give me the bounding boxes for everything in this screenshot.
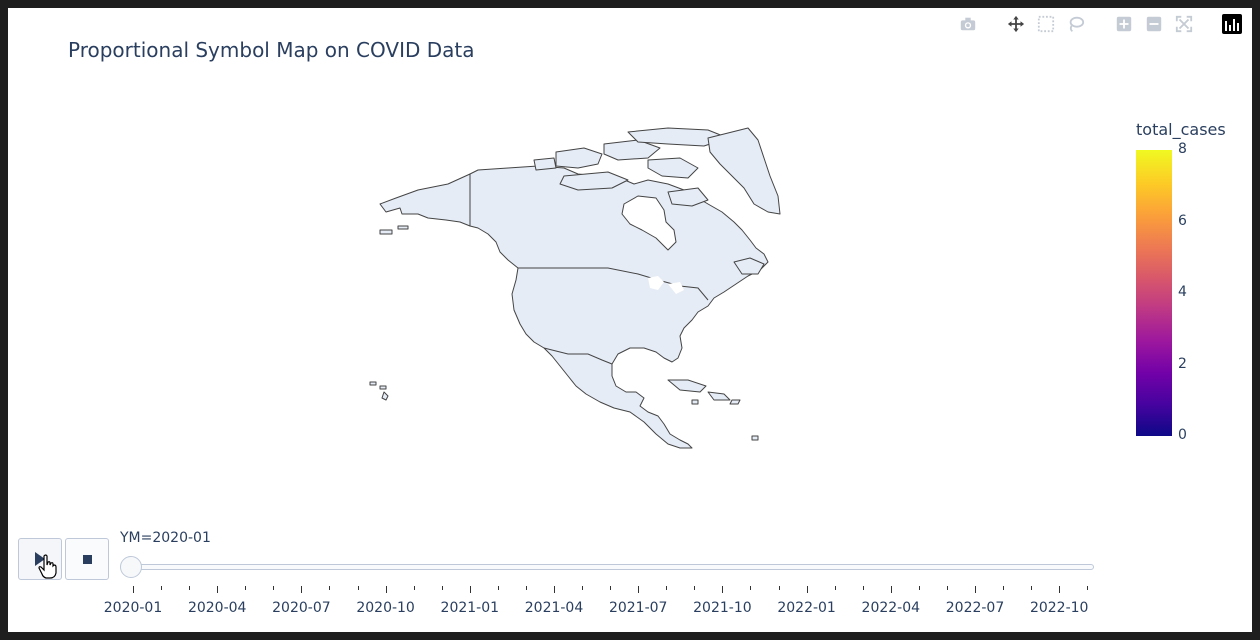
slider-minor-tick	[1003, 586, 1005, 590]
colorbar-tick-label: 2	[1178, 355, 1187, 372]
slider-major-tick	[469, 586, 471, 593]
border-us-canada	[518, 267, 709, 301]
slider-major-tick	[554, 586, 555, 593]
great-lakes	[668, 282, 684, 294]
slider-handle[interactable]	[120, 556, 142, 578]
slider-minor-tick	[946, 586, 948, 590]
slider-tick-label[interactable]: 2020-10	[356, 600, 415, 616]
slider-minor-tick	[918, 586, 920, 590]
slider-major-tick	[1059, 586, 1061, 593]
pan-icon[interactable]	[1006, 14, 1026, 34]
slider-tick-label[interactable]: 2020-01	[103, 600, 163, 616]
arctic-island	[533, 157, 557, 171]
plotly-logo-icon[interactable]	[1222, 14, 1242, 34]
slider-tick-label[interactable]: 2020-07	[272, 600, 331, 616]
alaska-shape	[379, 173, 471, 227]
slider-minor-tick	[441, 586, 443, 590]
slider-tick-label[interactable]: 2021-10	[693, 600, 752, 616]
colorbar-title: total_cases	[1136, 120, 1226, 139]
slider-tick-label[interactable]: 2022-07	[945, 600, 1005, 616]
zoom-out-icon[interactable]	[1144, 14, 1164, 34]
continent-shape	[469, 165, 769, 449]
arctic-island	[555, 147, 603, 169]
slider-minor-tick	[862, 586, 864, 590]
slider-minor-tick	[834, 586, 836, 590]
geo-map[interactable]	[8, 8, 1252, 528]
island-shape	[707, 391, 731, 401]
slider-minor-tick	[413, 586, 415, 590]
arctic-island	[647, 157, 699, 179]
plot-container: Proportional Symbol Map on COVID Data	[8, 8, 1252, 632]
hudson-bay	[621, 195, 677, 251]
slider-minor-tick	[582, 586, 584, 590]
slider-minor-tick	[666, 586, 668, 590]
island-shape	[751, 435, 759, 441]
slider-major-tick	[806, 586, 808, 593]
island-shape	[729, 399, 741, 405]
arctic-island	[559, 171, 629, 191]
slider-minor-tick	[189, 586, 191, 590]
great-lakes	[648, 276, 664, 290]
stop-button[interactable]	[65, 538, 109, 580]
slider-minor-tick	[525, 586, 527, 590]
stop-icon	[82, 554, 92, 564]
slider-tick-label[interactable]: 2020-04	[187, 600, 247, 616]
slider-tick-label[interactable]: 2022-01	[777, 600, 836, 616]
slider-minor-tick	[357, 586, 359, 590]
slider-tick-label[interactable]: 2021-01	[440, 600, 500, 616]
slider-tick-label[interactable]: 2022-10	[1029, 600, 1089, 616]
slider-minor-tick	[778, 586, 780, 590]
island-shape	[691, 399, 699, 405]
island-shape	[369, 381, 377, 386]
slider-minor-tick	[329, 586, 331, 590]
slider-major-tick	[385, 586, 387, 593]
lasso-icon[interactable]	[1066, 14, 1086, 34]
island-shape	[667, 379, 707, 393]
slider-tick-label[interactable]: 2021-07	[608, 600, 668, 616]
colorbar-tick-label: 8	[1178, 141, 1187, 157]
island-shape	[381, 391, 389, 401]
slider-minor-tick	[161, 586, 163, 590]
slider-minor-tick	[245, 586, 247, 590]
slider-current-value: YM=2020-01	[120, 530, 211, 546]
colorbar-tick-label: 6	[1178, 212, 1187, 229]
slider-major-tick	[638, 586, 640, 593]
slider-minor-tick	[497, 586, 499, 590]
colorbar	[1136, 150, 1172, 436]
autoscale-icon[interactable]	[1174, 14, 1194, 34]
border-us-mexico	[543, 347, 613, 365]
colorbar-tick-label: 4	[1178, 284, 1187, 300]
arctic-island	[667, 187, 709, 207]
slider-major-tick	[975, 586, 976, 593]
hand-cursor-icon	[38, 554, 57, 579]
slider-major-tick	[301, 586, 303, 593]
slider-major-tick	[217, 586, 219, 593]
slider-minor-tick	[694, 586, 696, 590]
slider-minor-tick	[273, 586, 275, 590]
chart-title: Proportional Symbol Map on COVID Data	[68, 38, 475, 62]
island-shape	[379, 229, 393, 235]
island-shape	[733, 257, 765, 275]
slider-tick-label[interactable]: 2022-04	[861, 600, 921, 616]
play-icon	[35, 552, 45, 566]
slider-major-tick	[722, 586, 724, 593]
slider-track[interactable]	[124, 564, 1094, 570]
zoom-in-icon[interactable]	[1114, 14, 1134, 34]
camera-icon[interactable]	[958, 14, 978, 34]
slider-major-tick	[133, 586, 134, 593]
box-select-icon[interactable]	[1036, 14, 1056, 34]
slider-tick-label[interactable]: 2021-04	[524, 600, 584, 616]
island-shape	[397, 225, 409, 230]
colorbar-tick-label: 0	[1178, 427, 1187, 443]
slider-minor-tick	[750, 586, 752, 590]
slider-minor-tick	[1031, 586, 1033, 590]
island-shape	[379, 385, 387, 390]
slider-major-tick	[890, 586, 892, 593]
slider-minor-tick	[1087, 586, 1089, 590]
modebar	[958, 14, 1242, 34]
slider-minor-tick	[610, 586, 612, 590]
greenland-shape	[707, 127, 781, 215]
